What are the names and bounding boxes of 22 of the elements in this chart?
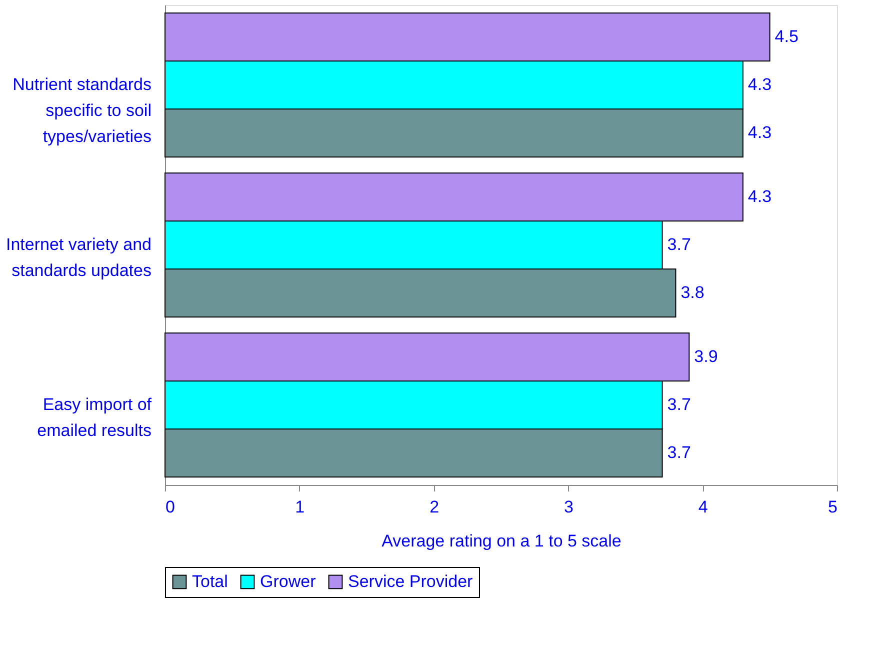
x-axis-title: Average rating on a 1 to 5 scale	[382, 532, 622, 550]
y-tick-label: Nutrient standards specific to soil types/varieties	[12, 75, 152, 146]
x-tick-label: 2	[430, 498, 440, 516]
data-label: 4.3	[748, 75, 772, 94]
x-tick-label: 5	[828, 498, 838, 516]
data-label: 3.7	[667, 443, 691, 462]
x-tick-label: 0	[166, 498, 175, 516]
y-tick-label: Easy import of emailed results	[37, 395, 152, 440]
data-label: 3.8	[680, 283, 704, 302]
x-tick-label: 1	[295, 498, 305, 516]
legend-label: Service Provider	[348, 572, 474, 591]
legend-label: Total	[192, 572, 228, 591]
x-tick-label: 3	[564, 498, 574, 516]
legend-label: Grower	[260, 572, 316, 591]
data-label: 4.3	[748, 187, 772, 206]
data-label: 3.7	[667, 395, 691, 414]
y-tick-label: Internet variety and standards updates	[6, 235, 152, 280]
data-label: 3.9	[694, 347, 718, 366]
data-label: 4.5	[774, 27, 798, 46]
x-tick-label: 4	[698, 498, 708, 516]
data-label: 3.7	[667, 235, 691, 254]
data-label: 4.3	[748, 123, 772, 142]
